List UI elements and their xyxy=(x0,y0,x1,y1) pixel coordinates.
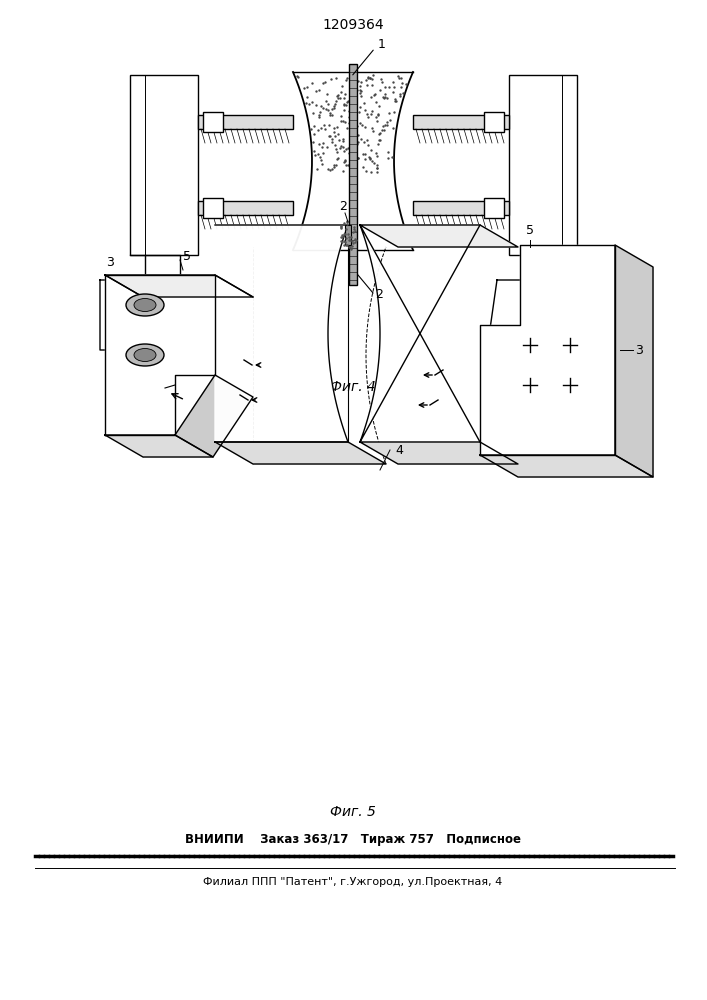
Polygon shape xyxy=(175,375,253,457)
Bar xyxy=(203,198,223,218)
Text: 2: 2 xyxy=(339,200,347,214)
Text: 5: 5 xyxy=(526,224,534,236)
Polygon shape xyxy=(480,455,653,477)
Ellipse shape xyxy=(126,294,164,316)
Text: 3: 3 xyxy=(106,256,114,269)
Polygon shape xyxy=(487,280,607,350)
Polygon shape xyxy=(360,442,518,464)
Polygon shape xyxy=(215,442,386,464)
Bar xyxy=(198,201,293,215)
Polygon shape xyxy=(615,245,653,477)
Text: 3: 3 xyxy=(635,344,643,357)
Bar xyxy=(484,112,504,132)
Text: 5: 5 xyxy=(151,358,159,371)
Polygon shape xyxy=(105,435,213,457)
Polygon shape xyxy=(105,275,215,435)
Polygon shape xyxy=(100,280,210,350)
Bar xyxy=(345,225,351,245)
Polygon shape xyxy=(360,225,518,247)
Bar xyxy=(413,115,509,129)
Bar xyxy=(509,75,577,255)
Text: Фиг. 5: Фиг. 5 xyxy=(330,805,376,819)
Text: 4: 4 xyxy=(395,444,403,456)
Text: 3: 3 xyxy=(595,358,603,371)
Text: ВНИИПИ    Заказ 363/17   Тираж 757   Подписное: ВНИИПИ Заказ 363/17 Тираж 757 Подписное xyxy=(185,834,521,846)
Text: 3: 3 xyxy=(104,358,112,371)
Text: Филиал ППП "Патент", г.Ужгород, ул.Проектная, 4: Филиал ППП "Патент", г.Ужгород, ул.Проек… xyxy=(204,877,503,887)
Text: 1: 1 xyxy=(378,37,386,50)
Bar xyxy=(484,198,504,218)
Bar xyxy=(413,201,509,215)
Ellipse shape xyxy=(134,298,156,312)
Bar xyxy=(203,112,223,132)
Text: 5: 5 xyxy=(183,250,191,263)
Text: 1209364: 1209364 xyxy=(322,18,384,32)
Ellipse shape xyxy=(126,344,164,366)
Ellipse shape xyxy=(134,349,156,361)
Bar xyxy=(349,64,357,285)
Polygon shape xyxy=(480,245,615,455)
Polygon shape xyxy=(215,225,348,442)
Text: Фиг. 4: Фиг. 4 xyxy=(330,380,376,394)
Text: 2: 2 xyxy=(375,288,383,302)
Bar xyxy=(198,115,293,129)
Bar xyxy=(130,75,198,255)
Polygon shape xyxy=(105,275,253,297)
Text: 5: 5 xyxy=(548,358,556,371)
Polygon shape xyxy=(360,225,480,442)
